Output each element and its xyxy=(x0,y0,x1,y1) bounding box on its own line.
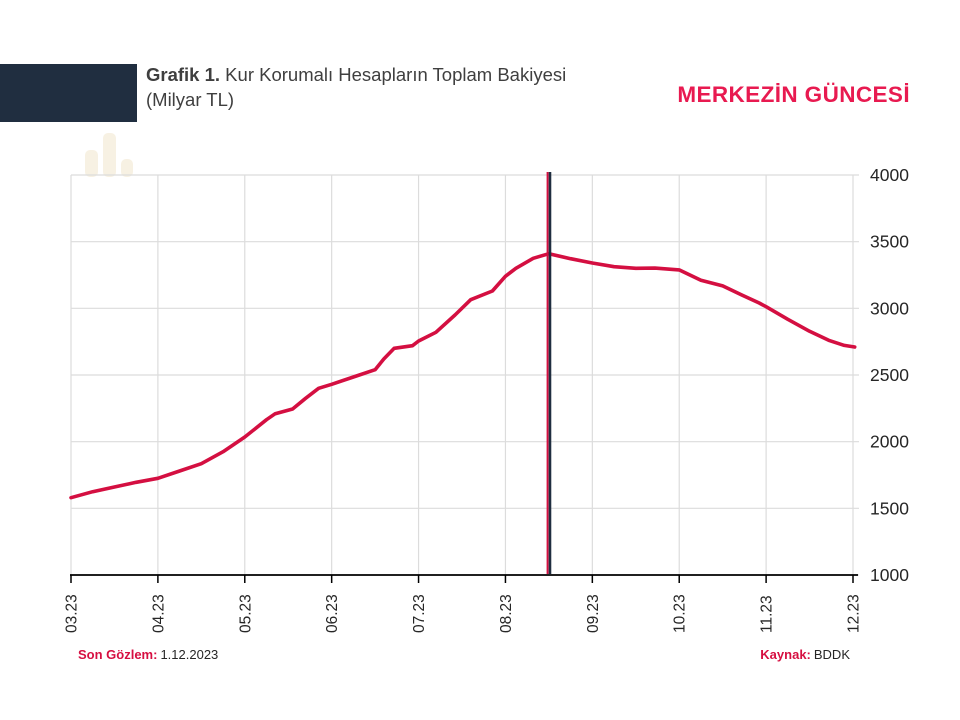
chart-title-prefix: Grafik 1. xyxy=(146,64,221,85)
y-tick-label: 1500 xyxy=(870,498,909,518)
chart-title-line1: Grafik 1. Kur Korumalı Hesapların Toplam… xyxy=(146,62,706,87)
y-tick-label: 1000 xyxy=(870,565,909,585)
x-tick-label: 10.23 xyxy=(672,594,689,633)
y-tick-label: 2500 xyxy=(870,365,909,385)
brand-wordmark: MERKEZİN GÜNCESİ xyxy=(677,82,910,107)
last-observation-note: Son Gözlem: 1.12.2023 xyxy=(78,647,218,662)
source-label: Kaynak: xyxy=(760,647,811,662)
bar-chart-icon xyxy=(85,150,98,177)
site-logo xyxy=(0,64,137,177)
source-note: Kaynak: BDDK xyxy=(760,647,850,662)
x-tick-label: 05.23 xyxy=(237,594,254,633)
chart-title-line2: (Milyar TL) xyxy=(146,89,235,110)
chart-title-text: Kur Korumalı Hesapların Toplam Bakiyesi xyxy=(220,64,567,85)
last-observation-value: 1.12.2023 xyxy=(160,647,219,662)
source-value: BDDK xyxy=(813,647,850,662)
x-tick-label: 06.23 xyxy=(324,594,341,633)
y-tick-label: 3000 xyxy=(870,298,909,318)
last-observation-label: Son Gözlem: xyxy=(78,647,158,662)
x-tick-label: 08.23 xyxy=(498,594,515,633)
x-tick-label: 07.23 xyxy=(411,594,428,633)
y-tick-label: 4000 xyxy=(870,165,909,185)
bar-chart-icon xyxy=(103,133,116,177)
x-tick-label: 09.23 xyxy=(585,594,602,633)
x-tick-label: 12.23 xyxy=(846,594,863,633)
bar-chart-icon xyxy=(121,159,133,177)
chart-title: Grafik 1. Kur Korumalı Hesapların Toplam… xyxy=(146,62,706,112)
x-tick-label: 04.23 xyxy=(150,594,167,633)
series-line xyxy=(69,251,857,500)
y-tick-label: 2000 xyxy=(870,432,909,452)
y-tick-label: 3500 xyxy=(870,232,909,252)
x-tick-label: 11.23 xyxy=(759,595,776,633)
x-tick-label: 03.23 xyxy=(64,594,81,633)
